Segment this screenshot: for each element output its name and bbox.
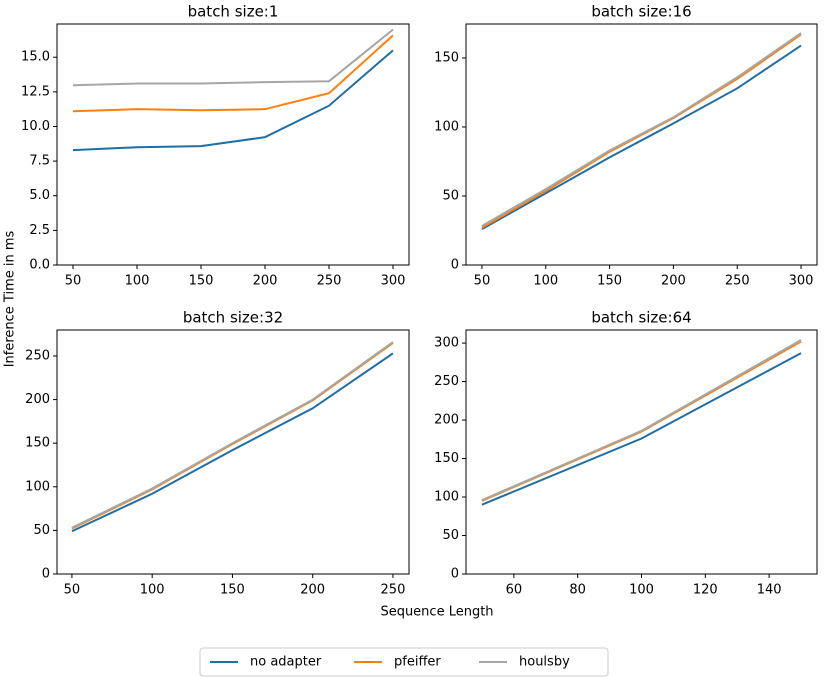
x-tick-label: 80 — [569, 583, 586, 598]
x-tick-label: 100 — [533, 274, 558, 289]
x-tick-label: 250 — [725, 274, 750, 289]
y-axis-label: Inference Time in ms — [3, 230, 18, 367]
x-tick-label: 100 — [629, 583, 654, 598]
y-tick-label: 7.5 — [29, 154, 50, 169]
y-tick-label: 100 — [25, 479, 50, 494]
y-tick-label: 200 — [25, 392, 50, 407]
y-tick-label: 200 — [434, 413, 459, 428]
series-line — [481, 340, 802, 502]
series-line — [72, 28, 394, 87]
subplot-title: batch size:1 — [188, 3, 279, 21]
x-tick-label: 100 — [140, 583, 165, 598]
x-tick-label: 200 — [300, 583, 325, 598]
x-tick-label: 300 — [381, 274, 406, 289]
x-tick-label: 200 — [661, 274, 686, 289]
x-tick-label: 250 — [381, 583, 406, 598]
subplot-title: batch size:32 — [183, 309, 283, 327]
series-line — [71, 342, 394, 530]
y-tick-label: 0.0 — [29, 258, 50, 273]
x-tick-label: 200 — [253, 274, 278, 289]
x-tick-label: 120 — [693, 583, 718, 598]
y-tick-label: 50 — [442, 188, 459, 203]
y-tick-label: 150 — [434, 50, 459, 65]
plot-frame — [465, 329, 818, 575]
series-line — [481, 32, 802, 227]
x-tick-label: 150 — [597, 274, 622, 289]
y-tick-label: 150 — [434, 451, 459, 466]
legend-label: pfeiffer — [394, 655, 441, 670]
y-tick-label: 2.5 — [29, 223, 50, 238]
y-tick-label: 0 — [451, 567, 459, 582]
y-tick-label: 150 — [25, 436, 50, 451]
y-tick-label: 50 — [33, 523, 50, 538]
x-tick-label: 50 — [474, 274, 491, 289]
y-tick-label: 50 — [442, 528, 459, 543]
series-line — [72, 34, 394, 113]
series-line — [481, 352, 802, 506]
subplot-title: batch size:16 — [591, 3, 691, 21]
y-tick-label: 250 — [434, 374, 459, 389]
plot-frame — [56, 23, 410, 266]
x-axis-label: Sequence Length — [380, 605, 493, 620]
x-tick-label: 150 — [220, 583, 245, 598]
subplot-title: batch size:64 — [591, 309, 691, 327]
x-tick-label: 60 — [506, 583, 523, 598]
series-line — [71, 341, 394, 529]
y-tick-label: 250 — [25, 348, 50, 363]
y-tick-label: 15.0 — [21, 50, 50, 65]
series-line — [71, 352, 394, 533]
y-tick-label: 100 — [434, 119, 459, 134]
plot-frame — [465, 23, 818, 266]
x-tick-label: 100 — [125, 274, 150, 289]
y-tick-label: 300 — [434, 336, 459, 351]
series-line — [72, 49, 394, 152]
x-tick-label: 300 — [789, 274, 814, 289]
x-tick-label: 50 — [65, 274, 82, 289]
y-tick-label: 12.5 — [21, 84, 50, 99]
y-tick-label: 5.0 — [29, 188, 50, 203]
legend-label: houlsby — [519, 655, 570, 670]
x-tick-label: 140 — [757, 583, 782, 598]
y-tick-label: 100 — [434, 490, 459, 505]
y-tick-label: 10.0 — [21, 119, 50, 134]
series-line — [481, 44, 802, 230]
y-tick-label: 0 — [451, 258, 459, 273]
x-tick-label: 150 — [189, 274, 214, 289]
legend-box — [199, 647, 609, 677]
x-tick-label: 250 — [317, 274, 342, 289]
series-line — [481, 339, 802, 502]
y-tick-label: 0 — [42, 567, 50, 582]
x-tick-label: 50 — [64, 583, 81, 598]
legend-label: no adapter — [250, 655, 322, 670]
plot-frame — [56, 329, 410, 575]
